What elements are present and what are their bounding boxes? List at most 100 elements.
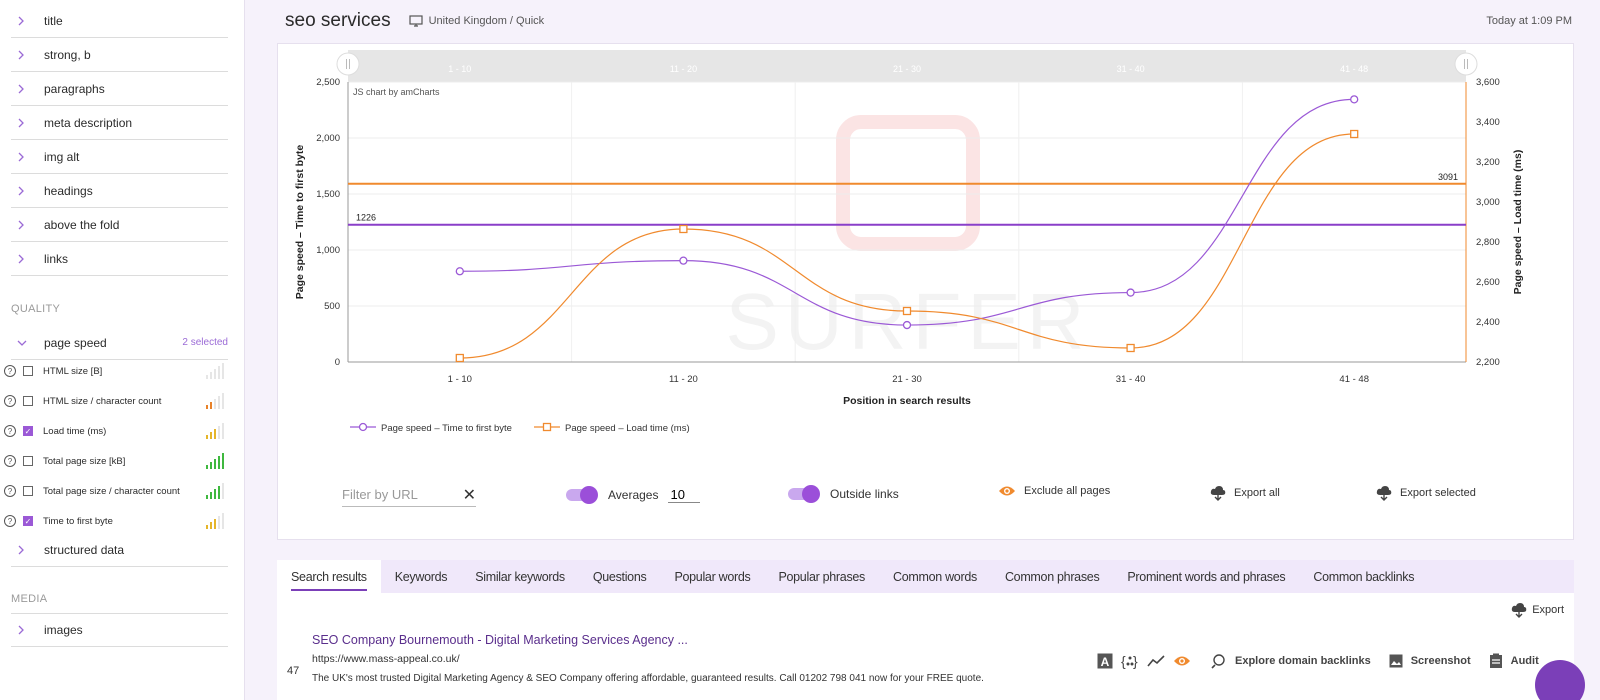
averages-toggle[interactable]: Averages xyxy=(566,486,701,504)
audit-button[interactable]: Audit xyxy=(1510,655,1539,667)
svg-text:}: } xyxy=(1133,653,1138,669)
sidebar-item-label: structured data xyxy=(44,542,125,557)
page-title: seo services xyxy=(285,10,391,31)
tab-popular-words[interactable]: Popular words xyxy=(674,569,751,584)
metric-label: Total page size [kB] xyxy=(43,455,126,467)
metric-row[interactable]: ? Total page size / character count xyxy=(4,476,224,506)
tab-prominent-words-and-phrases[interactable]: Prominent words and phrases xyxy=(1127,569,1286,584)
sidebar-item-structured-data[interactable]: structured data xyxy=(11,533,228,567)
chevron-right-icon xyxy=(17,84,29,94)
help-icon[interactable]: ? xyxy=(4,425,16,437)
explore-backlinks-button[interactable]: Explore domain backlinks xyxy=(1235,655,1371,667)
tab-common-backlinks[interactable]: Common backlinks xyxy=(1313,569,1415,584)
sidebar-item-label: headings xyxy=(44,183,93,198)
help-icon[interactable]: ? xyxy=(4,455,16,467)
svg-text:A: A xyxy=(1101,655,1110,669)
cloud-download-icon xyxy=(1376,486,1392,501)
data-point xyxy=(902,320,912,330)
data-point xyxy=(679,256,688,265)
backlinks-icon xyxy=(1211,654,1225,669)
metric-row[interactable]: ? HTML size [B] xyxy=(4,356,224,386)
sidebar-item-paragraphs[interactable]: paragraphs xyxy=(11,72,228,106)
exclude-all-pages-button[interactable]: Exclude all pages xyxy=(998,485,1110,497)
tab-popular-phrases[interactable]: Popular phrases xyxy=(778,569,865,584)
toggle-switch[interactable] xyxy=(788,485,820,503)
sidebar-item-img-alt[interactable]: img alt xyxy=(11,140,228,174)
scrollbar-label: 21 - 30 xyxy=(893,64,921,74)
y-right-tick-label: 2,800 xyxy=(1476,237,1500,248)
metric-row[interactable]: ? Total page size [kB] xyxy=(4,446,224,476)
help-icon[interactable]: ? xyxy=(4,365,16,377)
chevron-right-icon xyxy=(17,50,29,60)
scrollbar-label: 31 - 40 xyxy=(1117,64,1145,74)
toggle-switch[interactable] xyxy=(566,486,598,504)
chat-widget-button[interactable] xyxy=(1535,660,1585,700)
sidebar-item-label: strong, b xyxy=(44,47,91,62)
results-tabs: Search results Keywords Similar keywords Qu… xyxy=(277,560,1574,593)
sidebar-item-title[interactable]: title xyxy=(11,4,228,38)
sidebar-item-headings[interactable]: headings xyxy=(11,174,228,208)
sidebar-item-label: title xyxy=(44,13,63,28)
data-point xyxy=(1350,129,1359,139)
outside-links-toggle[interactable]: Outside links xyxy=(788,485,899,503)
export-button[interactable]: Export xyxy=(1511,602,1564,618)
location-label: United Kingdom / Quick xyxy=(428,15,545,27)
selected-count-badge: 2 selected xyxy=(182,337,228,348)
filter-url-input[interactable] xyxy=(342,487,452,502)
tab-questions[interactable]: Questions xyxy=(592,569,647,584)
averages-input[interactable] xyxy=(668,487,701,503)
help-icon[interactable]: ? xyxy=(4,395,16,407)
export-all-button[interactable]: Export all xyxy=(1210,485,1280,501)
metric-row[interactable]: ? HTML size / character count xyxy=(4,386,224,416)
sidebar-item-label: images xyxy=(44,623,83,637)
legend-label: Page speed – Load time (ms) xyxy=(565,423,690,434)
metric-checkbox[interactable] xyxy=(23,396,33,406)
y-right-tick-label: 3,000 xyxy=(1476,197,1500,208)
export-selected-button[interactable]: Export selected xyxy=(1376,485,1476,501)
help-icon[interactable]: ? xyxy=(4,485,16,497)
scrollbar-label: 11 - 20 xyxy=(670,64,697,74)
sidebar-item-above-the-fold[interactable]: above the fold xyxy=(11,208,228,242)
x-axis-title: Position in search results xyxy=(843,395,971,407)
sidebar-item-page-speed[interactable]: page speed 2 selected xyxy=(11,326,228,360)
tab-similar-keywords[interactable]: Similar keywords xyxy=(475,569,565,584)
sidebar-item-images[interactable]: images xyxy=(11,613,228,647)
font-icon[interactable]: A xyxy=(1097,653,1113,669)
trend-icon[interactable] xyxy=(1147,654,1165,668)
sidebar-item-links[interactable]: links xyxy=(11,242,228,276)
section-media-label: MEDIA xyxy=(11,593,48,605)
average-label: 3091 xyxy=(1438,172,1458,182)
tab-search-results[interactable]: Search results xyxy=(277,560,381,593)
amcharts-credit: JS chart by amCharts xyxy=(353,87,440,97)
metric-checkbox[interactable] xyxy=(23,456,33,466)
eye-icon[interactable] xyxy=(1173,655,1191,667)
x-tick-label: 1 - 10 xyxy=(448,374,472,385)
tab-keywords[interactable]: Keywords xyxy=(394,569,448,584)
metric-checkbox[interactable]: ✓ xyxy=(23,516,33,526)
y-left-tick-label: 1,000 xyxy=(316,245,340,256)
metric-checkbox[interactable]: ✓ xyxy=(23,426,33,436)
export-label: Export xyxy=(1532,604,1564,616)
metric-row[interactable]: ? ✓ Load time (ms) xyxy=(4,416,224,446)
metric-checkbox[interactable] xyxy=(23,486,33,496)
sidebar-item-strong[interactable]: strong, b xyxy=(11,38,228,72)
cloud-download-icon xyxy=(1210,486,1226,501)
scrollbar-label: 41 - 48 xyxy=(1340,64,1368,74)
sidebar-item-label: paragraphs xyxy=(44,81,105,96)
tab-common-words[interactable]: Common words xyxy=(893,569,977,584)
screenshot-button[interactable]: Screenshot xyxy=(1410,655,1471,667)
structure-icon[interactable]: {} xyxy=(1121,653,1139,669)
result-position: 47 xyxy=(287,665,300,677)
signal-strength-icon xyxy=(206,393,224,409)
help-icon[interactable]: ? xyxy=(4,515,16,527)
metric-label: HTML size / character count xyxy=(43,395,162,407)
sidebar-item-meta-description[interactable]: meta description xyxy=(11,106,228,140)
result-title-link[interactable]: SEO Company Bournemouth - Digital Market… xyxy=(312,633,688,647)
average-label: 1226 xyxy=(356,213,376,223)
chevron-right-icon xyxy=(17,545,29,555)
metric-checkbox[interactable] xyxy=(23,366,33,376)
tab-common-phrases[interactable]: Common phrases xyxy=(1004,569,1100,584)
metric-row[interactable]: ? ✓ Time to first byte xyxy=(4,506,224,536)
y-left-tick-label: 1,500 xyxy=(316,189,340,200)
clear-icon[interactable]: ✕ xyxy=(462,486,476,504)
